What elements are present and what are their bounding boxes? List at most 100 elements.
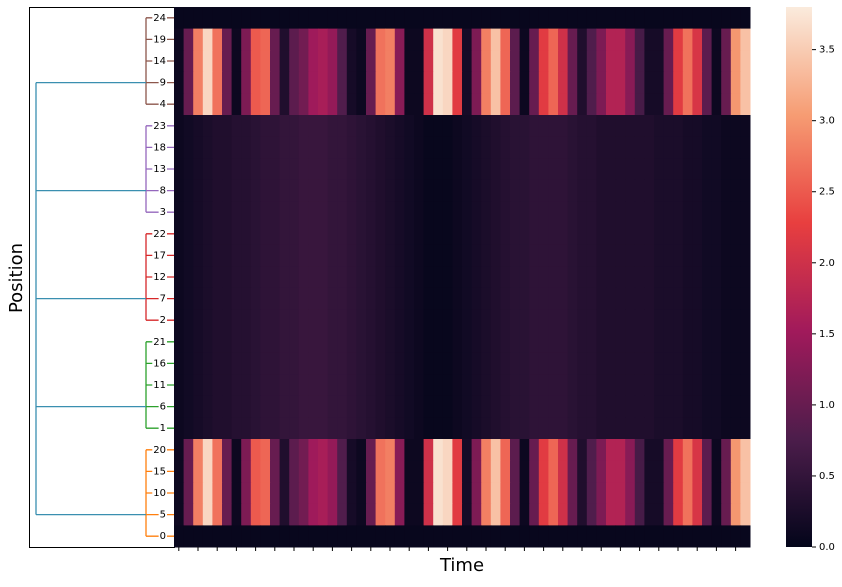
heatmap-cell [606, 482, 617, 505]
heatmap-cell [202, 287, 213, 310]
heatmap-cell [500, 309, 511, 332]
heatmap-cell [682, 266, 693, 289]
heatmap-cell [462, 309, 473, 332]
heatmap-cell [356, 439, 367, 462]
heatmap-cell [644, 503, 655, 526]
heatmap-cell [404, 179, 415, 202]
heatmap-cell [481, 7, 492, 30]
heatmap-cell [452, 417, 463, 440]
heatmap-cell [702, 136, 713, 159]
heatmap-cell [654, 352, 665, 375]
heatmap-cell [538, 28, 549, 51]
heatmap-cell [625, 352, 636, 375]
heatmap-cell [183, 374, 194, 397]
heatmap-cell [596, 482, 607, 505]
y-tick-label: 7 [160, 294, 166, 305]
heatmap-cell [558, 179, 569, 202]
heatmap-cell [174, 136, 185, 159]
heatmap-cell [337, 115, 348, 138]
heatmap-cell [356, 158, 367, 181]
heatmap-cell [462, 93, 473, 116]
heatmap-cell [308, 331, 319, 354]
heatmap-cell [654, 266, 665, 289]
heatmap-cell [289, 395, 300, 418]
heatmap-cell [212, 482, 223, 505]
heatmap-cell [634, 331, 645, 354]
heatmap-cell [298, 417, 309, 440]
heatmap-cell [193, 71, 204, 94]
heatmap-cell [174, 309, 185, 332]
heatmap-cell [346, 503, 357, 526]
label-bg [152, 444, 167, 456]
heatmap-cell [692, 482, 703, 505]
heatmap-cell [298, 223, 309, 246]
heatmap-cell [711, 417, 722, 440]
heatmap-cell [538, 352, 549, 375]
heatmap-cell [644, 136, 655, 159]
heatmap-cell [279, 7, 290, 30]
heatmap-cell [270, 417, 281, 440]
heatmap-cell [231, 503, 242, 526]
heatmap-cell [654, 179, 665, 202]
heatmap-cell [375, 374, 386, 397]
heatmap-cell [606, 50, 617, 73]
heatmap-cell [519, 503, 530, 526]
heatmap-cell [404, 158, 415, 181]
heatmap-cell [529, 115, 540, 138]
heatmap-cell [490, 439, 501, 462]
heatmap-cell [241, 93, 252, 116]
heatmap-cell [270, 525, 281, 548]
heatmap-cell [202, 439, 213, 462]
heatmap-cell [471, 201, 482, 224]
heatmap-cell [644, 374, 655, 397]
heatmap-cell [250, 525, 261, 548]
heatmap-cell [423, 417, 434, 440]
heatmap-cell [481, 525, 492, 548]
heatmap-cell [702, 352, 713, 375]
heatmap-cell [673, 50, 684, 73]
heatmap-cell [654, 7, 665, 30]
heatmap-cell [730, 136, 741, 159]
heatmap-cell [596, 179, 607, 202]
heatmap-cell [423, 439, 434, 462]
heatmap-cell [404, 309, 415, 332]
heatmap-cell [298, 309, 309, 332]
heatmap-cell [529, 482, 540, 505]
heatmap-cell [202, 7, 213, 30]
heatmap-cell [596, 28, 607, 51]
heatmap-cell [462, 223, 473, 246]
heatmap-cell [366, 331, 377, 354]
heatmap-cell [682, 28, 693, 51]
heatmap-cell [308, 503, 319, 526]
heatmap-cell [682, 482, 693, 505]
heatmap-cell [394, 417, 405, 440]
heatmap-cell [394, 71, 405, 94]
heatmap-cell [385, 439, 396, 462]
heatmap-cell [730, 28, 741, 51]
heatmap-cell [212, 136, 223, 159]
heatmap-cell [212, 525, 223, 548]
heatmap-cell [740, 50, 751, 73]
heatmap-cell [394, 158, 405, 181]
heatmap-cell [356, 309, 367, 332]
colorbar-tick-label: 2.5 [819, 187, 835, 198]
heatmap-cell [308, 93, 319, 116]
heatmap-cell [702, 374, 713, 397]
heatmap-cell [471, 266, 482, 289]
heatmap-cell [586, 244, 597, 267]
heatmap-cell [337, 28, 348, 51]
heatmap-cell [634, 417, 645, 440]
heatmap-cell [202, 525, 213, 548]
heatmap-cell [289, 374, 300, 397]
heatmap-cell [606, 374, 617, 397]
label-bg [152, 228, 167, 240]
heatmap-cell [385, 331, 396, 354]
heatmap-cell [596, 244, 607, 267]
heatmap-cell [740, 223, 751, 246]
heatmap-cell [250, 374, 261, 397]
heatmap-cell [279, 417, 290, 440]
heatmap-cell [654, 50, 665, 73]
heatmap-cell [519, 482, 530, 505]
heatmap-cell [711, 266, 722, 289]
heatmap-cell [519, 395, 530, 418]
